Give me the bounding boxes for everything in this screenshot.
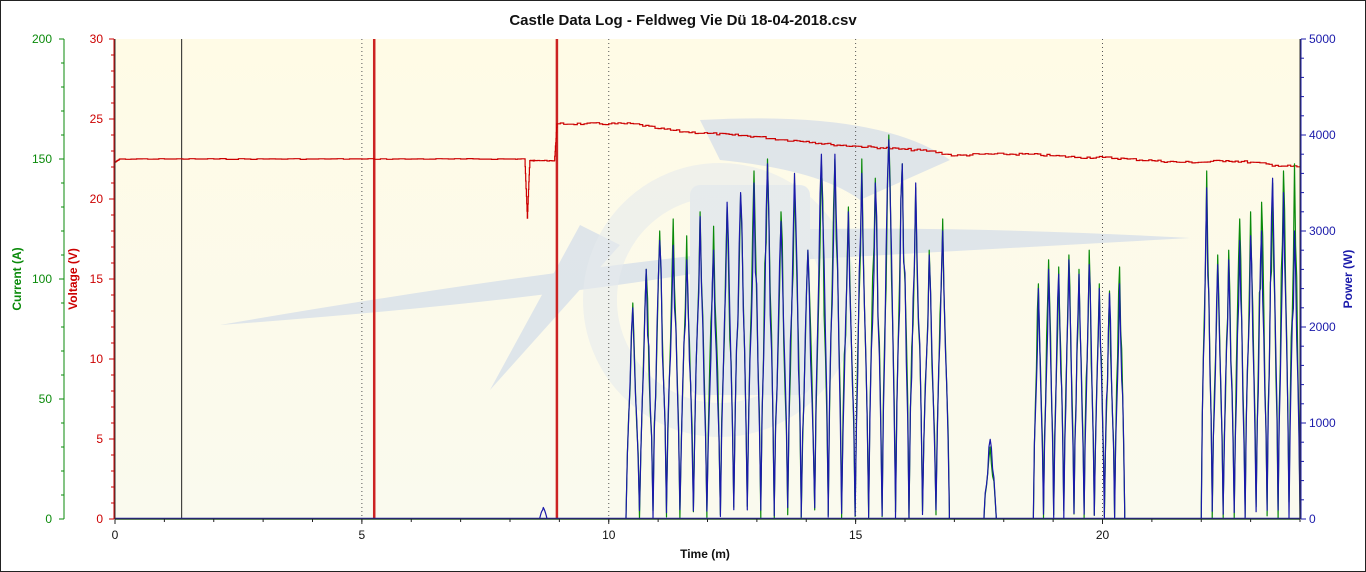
series-current-line bbox=[625, 134, 1301, 520]
current-tick-label-3: 150 bbox=[32, 152, 52, 166]
series-voltage-line bbox=[115, 122, 1301, 219]
voltage-tick-label-5: 25 bbox=[90, 112, 104, 126]
current-tick-label-2: 100 bbox=[32, 272, 52, 286]
voltage-axis-label: Voltage (V) bbox=[66, 248, 80, 310]
voltage-tick-label-3: 15 bbox=[90, 272, 104, 286]
power-tick-label-3: 3000 bbox=[1309, 224, 1336, 238]
x-axis-label: Time (m) bbox=[680, 547, 730, 561]
chart-title: Castle Data Log - Feldweg Vie Dü 18-04-2… bbox=[509, 12, 857, 29]
voltage-tick-label-2: 10 bbox=[90, 352, 104, 366]
power-axis-label: Power (W) bbox=[1341, 250, 1355, 309]
current-tick-label-4: 200 bbox=[32, 32, 52, 46]
current-tick-label-1: 50 bbox=[39, 392, 53, 406]
series-power-line bbox=[539, 139, 1301, 520]
x-tick-label-2: 10 bbox=[602, 528, 616, 542]
voltage-tick-label-6: 30 bbox=[90, 32, 104, 46]
power-tick-label-4: 4000 bbox=[1309, 128, 1336, 142]
axes: 0 5 10 15 2005010015020005101520253001000200… bbox=[32, 32, 1336, 542]
x-tick-label-0: 0 bbox=[112, 528, 119, 542]
power-tick-label-2: 2000 bbox=[1309, 320, 1336, 334]
voltage-tick-label-4: 20 bbox=[90, 192, 104, 206]
power-tick-label-5: 5000 bbox=[1309, 32, 1336, 46]
event-markers bbox=[181, 39, 559, 519]
current-axis-label: Current (A) bbox=[10, 247, 24, 310]
x-tick-label-1: 5 bbox=[359, 528, 366, 542]
x-tick-label-4: 20 bbox=[1096, 528, 1110, 542]
voltage-tick-label-1: 5 bbox=[96, 432, 103, 446]
power-tick-label-1: 1000 bbox=[1309, 416, 1336, 430]
current-tick-label-0: 0 bbox=[45, 512, 52, 526]
voltage-tick-label-0: 0 bbox=[96, 512, 103, 526]
power-tick-label-0: 0 bbox=[1309, 512, 1316, 526]
x-tick-label-3: 15 bbox=[849, 528, 863, 542]
